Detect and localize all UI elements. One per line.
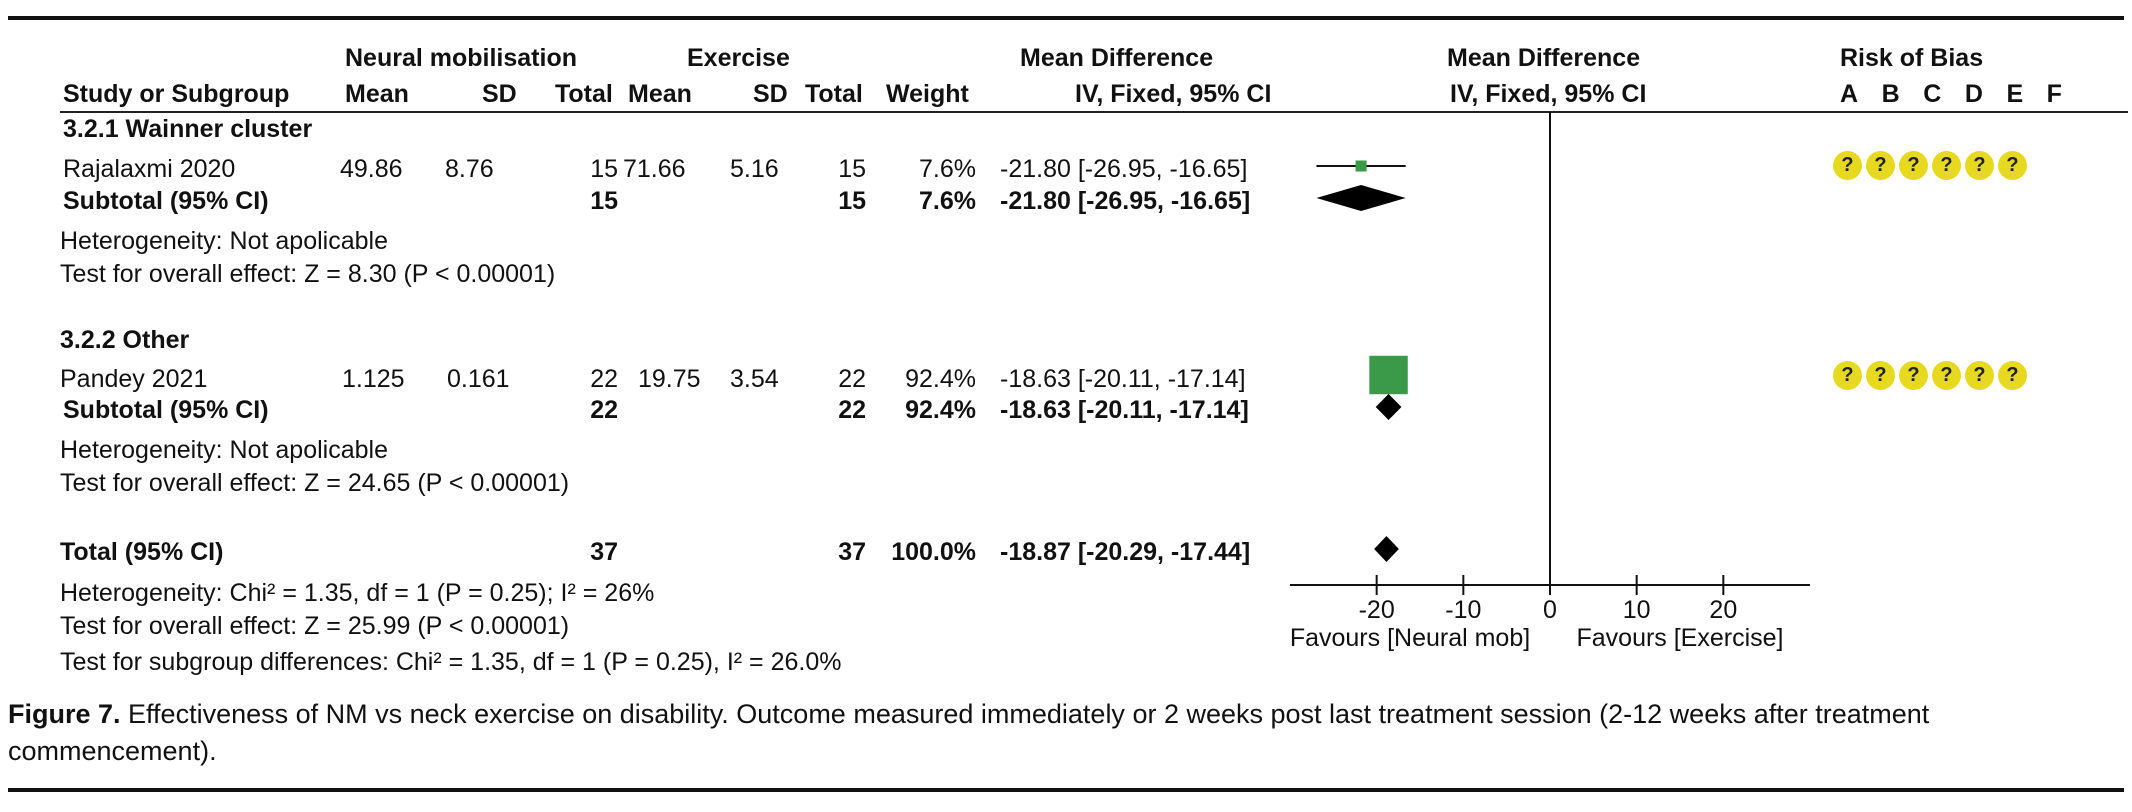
rob-unclear-icon: ? xyxy=(1899,361,1928,390)
figure-caption: Figure 7. Effectiveness of NM vs neck ex… xyxy=(8,696,2124,770)
study-point-square xyxy=(1369,355,1408,395)
rob-unclear-icon: ? xyxy=(1833,151,1862,180)
total-ci: -18.87 [-20.29, -17.44] xyxy=(1000,538,1251,566)
col-header-study: Study or Subgroup xyxy=(63,80,290,108)
subtotal-label: Subtotal (95% CI) xyxy=(63,396,269,424)
total-overall-effect-text: Test for overall effect: Z = 25.99 (P < … xyxy=(60,612,570,640)
subtotal-ex-total: 22 xyxy=(838,396,866,424)
subtotal-diamond xyxy=(1316,185,1406,211)
total-heterogeneity-text: Heterogeneity: Chi² = 1.35, df = 1 (P = … xyxy=(60,579,655,607)
rob-letter-d: D xyxy=(1964,80,1983,108)
plot-header-method: IV, Fixed, 95% CI xyxy=(1450,80,1647,108)
favours-left-label: Favours [Neural mob] xyxy=(1289,624,1531,652)
x-tick-label: -20 xyxy=(1359,596,1395,624)
study-weight: 92.4% xyxy=(905,365,976,393)
md-header-method: IV, Fixed, 95% CI xyxy=(1075,80,1272,108)
rob-letter-c: C xyxy=(1923,80,1942,108)
study-ex-mean: 19.75 xyxy=(638,365,701,393)
subtotal-label: Subtotal (95% CI) xyxy=(63,187,269,215)
study-name: Rajalaxmi 2020 xyxy=(63,155,236,183)
rob-unclear-icon: ? xyxy=(1932,361,1961,390)
study-ex-mean: 71.66 xyxy=(623,155,686,183)
study-nm-mean: 1.125 xyxy=(342,365,405,393)
x-tick-label: 20 xyxy=(1709,596,1737,624)
rob-unclear-icon: ? xyxy=(1998,151,2027,180)
header-rule xyxy=(60,111,2128,113)
col-header-weight: Weight xyxy=(886,80,969,108)
rob-letter-a: A xyxy=(1840,80,1859,108)
rob-letter-e: E xyxy=(2006,80,2024,108)
study-ex-total: 15 xyxy=(838,155,866,183)
figure-label: Figure 7. xyxy=(8,699,121,729)
x-tick-label: 0 xyxy=(1543,596,1557,624)
subtotal-ex-total: 15 xyxy=(838,187,866,215)
subtotal-diamond xyxy=(1375,394,1402,420)
subtotal-nm-total: 15 xyxy=(590,187,618,215)
study-nm-total: 22 xyxy=(590,365,618,393)
study-nm-sd: 0.161 xyxy=(447,365,510,393)
x-tick-label: 10 xyxy=(1623,596,1651,624)
rob-unclear-icon: ? xyxy=(1866,151,1895,180)
study-nm-total: 15 xyxy=(590,155,618,183)
favours-right-label: Favours [Exercise] xyxy=(1576,624,1784,652)
rob-unclear-icon: ? xyxy=(1932,151,1961,180)
col-header-ex-mean: Mean xyxy=(628,80,692,108)
study-ex-total: 22 xyxy=(838,365,866,393)
heterogeneity-text: Heterogeneity: Not apolicable xyxy=(60,227,388,255)
overall-effect-text: Test for overall effect: Z = 8.30 (P < 0… xyxy=(60,260,556,288)
rob-unclear-icon: ? xyxy=(1899,151,1928,180)
plot-header-title: Mean Difference xyxy=(1447,44,1641,72)
bottom-rule xyxy=(8,788,2124,792)
col-header-ex-total: Total xyxy=(805,80,863,108)
subtotal-nm-total: 22 xyxy=(590,396,618,424)
subtotal-ci: -18.63 [-20.11, -17.14] xyxy=(1000,396,1249,424)
rob-unclear-icon: ? xyxy=(1998,361,2027,390)
rob-unclear-icon: ? xyxy=(1965,151,1994,180)
x-tick-label: -10 xyxy=(1445,596,1481,624)
subgroup-title: 3.2.2 Other xyxy=(60,326,190,354)
col-header-nm-total: Total xyxy=(555,80,613,108)
subtotal-weight: 7.6% xyxy=(919,187,976,215)
total-label: Total (95% CI) xyxy=(60,538,224,566)
rob-unclear-icon: ? xyxy=(1866,361,1895,390)
study-ex-sd: 3.54 xyxy=(730,365,779,393)
total-weight: 100.0% xyxy=(891,538,976,566)
figure-caption-text: Effectiveness of NM vs neck exercise on … xyxy=(8,699,1930,766)
group-header-exercise: Exercise xyxy=(687,44,790,72)
md-header-title: Mean Difference xyxy=(1020,44,1214,72)
study-ex-sd: 5.16 xyxy=(730,155,779,183)
study-weight: 7.6% xyxy=(919,155,976,183)
study-ci: -21.80 [-26.95, -16.65] xyxy=(1000,155,1248,183)
rob-letters: A B C D E F xyxy=(1840,79,2062,109)
x-axis-ticks: -20 -10 0 10 20 xyxy=(1359,575,1737,624)
rob-letter-b: B xyxy=(1881,80,1900,108)
heterogeneity-text: Heterogeneity: Not apolicable xyxy=(60,436,388,464)
total-ex-total: 37 xyxy=(838,538,866,566)
study-name: Pandey 2021 xyxy=(60,365,208,393)
subgroup-title: 3.2.1 Wainner cluster xyxy=(63,115,313,143)
study-nm-sd: 8.76 xyxy=(445,155,494,183)
group-header-neural: Neural mobilisation xyxy=(345,44,577,72)
study-ci: -18.63 [-20.11, -17.14] xyxy=(1000,365,1246,393)
col-header-ex-sd: SD xyxy=(753,80,788,108)
subgroup-differences-text: Test for subgroup differences: Chi² = 1.… xyxy=(60,648,842,676)
subtotal-weight: 92.4% xyxy=(905,396,976,424)
top-rule xyxy=(8,16,2124,20)
col-header-nm-sd: SD xyxy=(482,80,517,108)
study-nm-mean: 49.86 xyxy=(340,155,403,183)
rob-unclear-icon: ? xyxy=(1965,361,1994,390)
col-header-nm-mean: Mean xyxy=(345,80,409,108)
study-point-square xyxy=(1355,160,1367,172)
rob-letter-f: F xyxy=(2046,80,2062,108)
overall-diamond xyxy=(1374,536,1399,562)
total-nm-total: 37 xyxy=(590,538,618,566)
rob-header-title: Risk of Bias xyxy=(1840,44,1984,72)
overall-effect-text: Test for overall effect: Z = 24.65 (P < … xyxy=(60,469,570,497)
subtotal-ci: -21.80 [-26.95, -16.65] xyxy=(1000,187,1251,215)
rob-unclear-icon: ? xyxy=(1833,361,1862,390)
forest-marks xyxy=(1316,160,1408,562)
